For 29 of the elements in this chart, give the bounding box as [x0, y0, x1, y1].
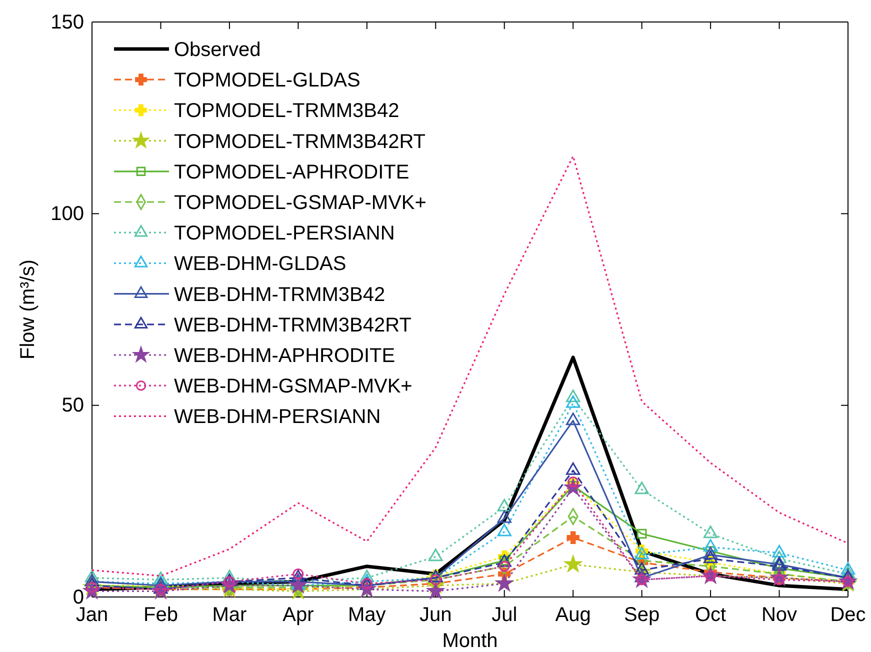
x-tick-label: Mar	[212, 604, 248, 626]
x-tick-label: May	[348, 604, 386, 626]
legend-label: TOPMODEL-PERSIANN	[174, 222, 395, 245]
y-axis-title: Flow (m³/s)	[17, 260, 39, 360]
x-tick-label: Apr	[282, 604, 314, 626]
legend-label: TOPMODEL-TRMM3B42	[174, 100, 400, 122]
y-tick-label: 150	[50, 11, 84, 34]
legend-label: Observed	[174, 39, 261, 61]
x-tick-label: Oct	[694, 604, 727, 626]
legend-label: WEB-DHM-APHRODITE	[174, 345, 396, 367]
legend-label: TOPMODEL-TRMM3B42RT	[174, 130, 426, 153]
x-tick-label: Aug	[555, 604, 591, 626]
legend-label: TOPMODEL-GLDAS	[174, 70, 360, 92]
legend-label: TOPMODEL-APHRODITE	[174, 161, 410, 184]
y-tick-label: 50	[62, 394, 84, 417]
legend-label: WEB-DHM-TRMM3B42	[174, 284, 386, 306]
x-tick-label: Nov	[761, 604, 798, 626]
y-tick-label: 100	[50, 203, 84, 226]
legend-label: WEB-DHM-GSMAP-MVK+	[174, 376, 412, 398]
legend-label: WEB-DHM-TRMM3B42RT	[174, 314, 412, 336]
x-tick-label: Jul	[492, 604, 518, 626]
x-tick-label: Sep	[624, 604, 660, 626]
x-tick-label: Jun	[420, 604, 452, 626]
legend-label: WEB-DHM-PERSIANN	[174, 406, 381, 428]
x-tick-label: Dec	[830, 604, 866, 626]
x-axis-title: Month	[442, 630, 498, 652]
legend-label: TOPMODEL-GSMAP-MVK+	[174, 192, 426, 214]
x-tick-label: Feb	[143, 604, 178, 626]
legend-label: WEB-DHM-GLDAS	[174, 253, 346, 276]
